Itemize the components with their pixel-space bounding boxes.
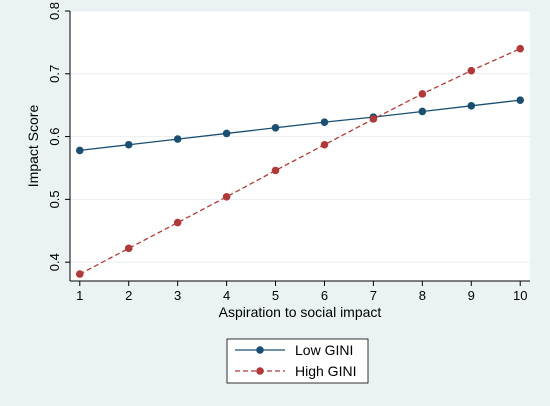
x-tick-label: 8 [419, 288, 426, 303]
data-point-high-gini [222, 193, 231, 201]
x-tick-label: 4 [223, 288, 230, 303]
data-point-high-gini [516, 44, 525, 53]
series-line-high-gini [79, 48, 521, 275]
data-point-high-gini [271, 166, 280, 175]
legend-marker-high-gini [256, 367, 264, 375]
data-point-high-gini [124, 244, 133, 253]
x-tick-label: 7 [370, 288, 377, 303]
gridlines [70, 10, 530, 263]
data-point-low-gini [124, 140, 133, 149]
x-tick-label: 5 [272, 288, 279, 303]
x-tick-label: 10 [513, 288, 527, 303]
y-tick-label: 0.5 [47, 190, 62, 208]
y-tick-label: 0.6 [47, 128, 62, 146]
data-point-high-gini [320, 140, 329, 149]
x-tick-label: 2 [125, 288, 132, 303]
x-tick-label: 9 [468, 288, 475, 303]
legend-label-low-gini: Low GINI [295, 342, 353, 358]
data-point-high-gini [418, 90, 427, 98]
y-tick-label: 0.4 [47, 253, 62, 271]
data-point-low-gini [173, 135, 182, 143]
data-point-low-gini [418, 107, 427, 116]
legend-box [226, 338, 369, 384]
data-point-low-gini [222, 129, 231, 138]
legend-marker-low-gini [256, 346, 264, 354]
x-tick-label: 3 [174, 288, 181, 303]
x-axis-title: Aspiration to social impact [219, 304, 382, 320]
series-layer [75, 44, 525, 278]
x-tick-label: 6 [321, 288, 328, 303]
y-axis-title: Impact Score [25, 105, 41, 188]
legend-label-high-gini: High GINI [295, 363, 356, 379]
plot-area [70, 11, 530, 281]
series-high-gini [75, 44, 525, 278]
data-point-low-gini [320, 118, 329, 126]
data-point-high-gini [467, 66, 476, 75]
data-point-high-gini [369, 115, 378, 123]
data-point-high-gini [173, 218, 182, 227]
y-tick-label: 0.7 [47, 65, 62, 83]
axes: 0.4 0.5 0.6 0.7 0.8 1 2 3 4 5 6 7 8 9 10 [47, 2, 530, 303]
data-point-low-gini [75, 146, 84, 155]
data-point-low-gini [467, 102, 476, 110]
data-point-high-gini [75, 270, 84, 278]
data-point-low-gini [271, 123, 280, 132]
x-tick-label: 1 [76, 288, 83, 303]
y-tick-label: 0.8 [47, 2, 62, 20]
data-point-low-gini [516, 96, 525, 104]
series-line-low-gini [79, 99, 521, 152]
legend: Low GINI High GINI [226, 338, 369, 384]
